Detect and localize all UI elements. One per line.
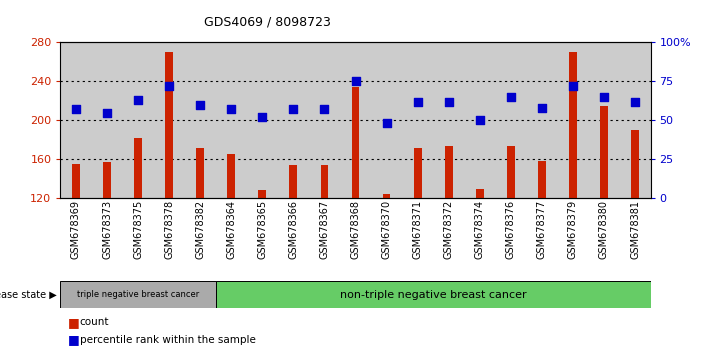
Text: percentile rank within the sample: percentile rank within the sample — [80, 335, 255, 345]
Text: ■: ■ — [68, 316, 80, 329]
Bar — [402, 42, 433, 198]
Point — [70, 107, 82, 112]
Bar — [92, 42, 122, 198]
Point — [629, 99, 641, 104]
Point — [257, 114, 268, 120]
Bar — [371, 42, 402, 198]
Point — [195, 102, 206, 108]
Bar — [619, 42, 651, 198]
Point — [536, 105, 547, 111]
Bar — [289, 165, 297, 198]
Point — [319, 107, 330, 112]
Text: count: count — [80, 317, 109, 327]
Text: non-triple negative breast cancer: non-triple negative breast cancer — [340, 290, 526, 300]
Bar — [215, 42, 247, 198]
Bar — [538, 161, 546, 198]
Point — [412, 99, 423, 104]
Bar — [589, 42, 619, 198]
Bar — [631, 130, 639, 198]
Point — [132, 97, 144, 103]
Bar — [476, 188, 483, 198]
Bar — [526, 42, 557, 198]
Bar — [134, 138, 142, 198]
Text: ■: ■ — [68, 333, 80, 346]
Bar — [122, 42, 154, 198]
Bar — [103, 162, 111, 198]
Text: triple negative breast cancer: triple negative breast cancer — [77, 290, 199, 299]
Bar — [414, 148, 422, 198]
Bar — [464, 42, 496, 198]
Bar — [445, 146, 453, 198]
Point — [567, 83, 579, 89]
Bar — [185, 42, 215, 198]
Point — [381, 121, 392, 126]
Bar — [60, 281, 215, 308]
Bar — [196, 148, 204, 198]
Bar — [433, 42, 464, 198]
Bar — [340, 42, 371, 198]
Point — [288, 107, 299, 112]
Bar — [352, 87, 359, 198]
Point — [225, 107, 237, 112]
Bar — [258, 190, 266, 198]
Bar — [496, 42, 526, 198]
Text: disease state ▶: disease state ▶ — [0, 290, 57, 300]
Text: GDS4069 / 8098723: GDS4069 / 8098723 — [203, 15, 331, 28]
Point — [102, 110, 113, 115]
Bar — [154, 42, 185, 198]
Point — [443, 99, 454, 104]
Point — [164, 83, 175, 89]
Bar — [247, 42, 278, 198]
Bar — [278, 42, 309, 198]
Point — [505, 94, 516, 100]
Bar — [309, 42, 340, 198]
Bar — [600, 106, 608, 198]
Bar — [557, 42, 589, 198]
Bar — [215, 281, 651, 308]
Point — [350, 79, 361, 84]
Bar — [507, 146, 515, 198]
Bar — [72, 164, 80, 198]
Bar — [228, 154, 235, 198]
Bar — [569, 52, 577, 198]
Bar — [60, 42, 92, 198]
Point — [474, 118, 486, 123]
Bar — [165, 52, 173, 198]
Point — [598, 94, 609, 100]
Bar — [321, 165, 328, 198]
Bar — [383, 194, 390, 198]
